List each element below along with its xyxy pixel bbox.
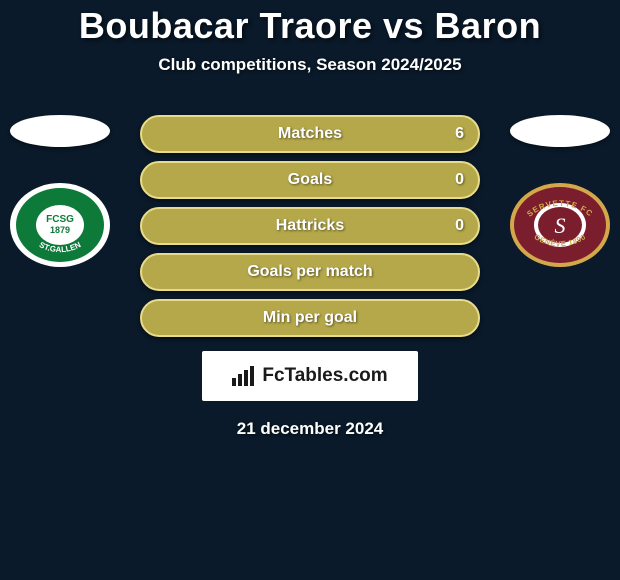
stat-right-value: 0 bbox=[455, 217, 464, 235]
chart-icon bbox=[232, 366, 258, 386]
svg-text:S: S bbox=[555, 213, 566, 238]
stat-label: Goals bbox=[288, 171, 332, 189]
player-left-avatar bbox=[10, 115, 110, 147]
stat-label: Matches bbox=[278, 125, 342, 143]
stat-label: Min per goal bbox=[263, 309, 357, 327]
player-left: FCSG 1879 ST.GALLEN bbox=[10, 115, 110, 267]
svg-text:1879: 1879 bbox=[50, 225, 70, 235]
stat-row-min-per-goal: Min per goal bbox=[140, 299, 480, 337]
date-text: 21 december 2024 bbox=[0, 419, 620, 439]
player-right: S SERVETTE FC GENÈVE 1890 bbox=[510, 115, 610, 267]
subtitle: Club competitions, Season 2024/2025 bbox=[0, 55, 620, 75]
stat-row-hattricks: Hattricks 0 bbox=[140, 207, 480, 245]
club-right-badge: S SERVETTE FC GENÈVE 1890 bbox=[510, 183, 610, 267]
stats-column: Matches 6 Goals 0 Hattricks 0 Goals per … bbox=[140, 115, 480, 337]
stat-right-value: 0 bbox=[455, 171, 464, 189]
svg-text:FCSG: FCSG bbox=[46, 214, 74, 225]
content-row: FCSG 1879 ST.GALLEN S bbox=[0, 115, 620, 337]
brand-box: FcTables.com bbox=[202, 351, 418, 401]
stat-label: Hattricks bbox=[276, 217, 344, 235]
player-right-avatar bbox=[510, 115, 610, 147]
stat-right-value: 6 bbox=[455, 125, 464, 143]
stat-row-goals: Goals 0 bbox=[140, 161, 480, 199]
brand-text: FcTables.com bbox=[262, 365, 387, 387]
page-title: Boubacar Traore vs Baron bbox=[0, 5, 620, 47]
stat-row-goals-per-match: Goals per match bbox=[140, 253, 480, 291]
club-left-badge: FCSG 1879 ST.GALLEN bbox=[10, 183, 110, 267]
comparison-card: Boubacar Traore vs Baron Club competitio… bbox=[0, 0, 620, 439]
stat-label: Goals per match bbox=[247, 263, 372, 281]
stat-row-matches: Matches 6 bbox=[140, 115, 480, 153]
